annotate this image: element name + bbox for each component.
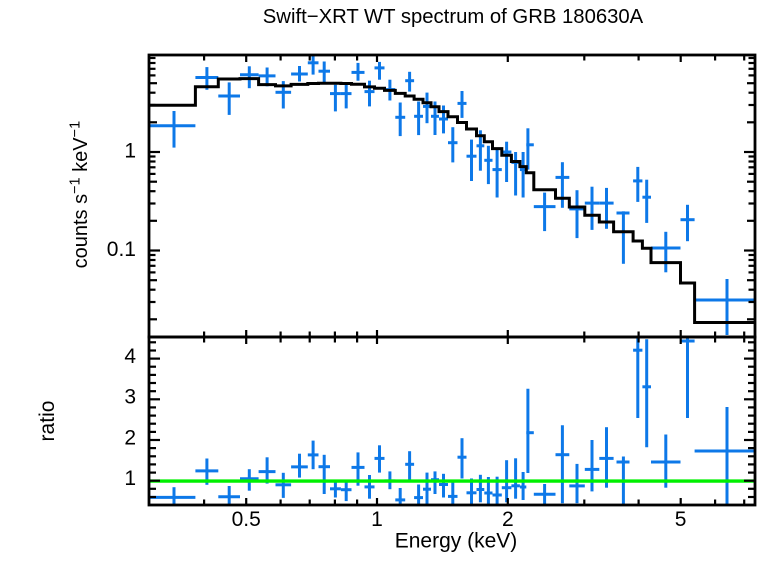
svg-text:Energy (keV): Energy (keV): [395, 530, 518, 553]
svg-text:2: 2: [502, 508, 514, 531]
svg-text:3: 3: [124, 386, 136, 409]
svg-text:1: 1: [124, 467, 136, 490]
svg-text:0.5: 0.5: [232, 508, 261, 531]
svg-text:counts s−1 keV−1: counts s−1 keV−1: [68, 121, 93, 269]
svg-text:1: 1: [371, 508, 383, 531]
svg-text:2: 2: [124, 426, 136, 449]
svg-text:4: 4: [124, 345, 136, 368]
svg-text:5: 5: [675, 508, 687, 531]
svg-text:ratio: ratio: [36, 401, 59, 442]
svg-text:0.1: 0.1: [107, 238, 136, 261]
svg-text:Swift−XRT WT spectrum of GRB 1: Swift−XRT WT spectrum of GRB 180630A: [263, 6, 644, 28]
svg-text:1: 1: [124, 140, 136, 163]
